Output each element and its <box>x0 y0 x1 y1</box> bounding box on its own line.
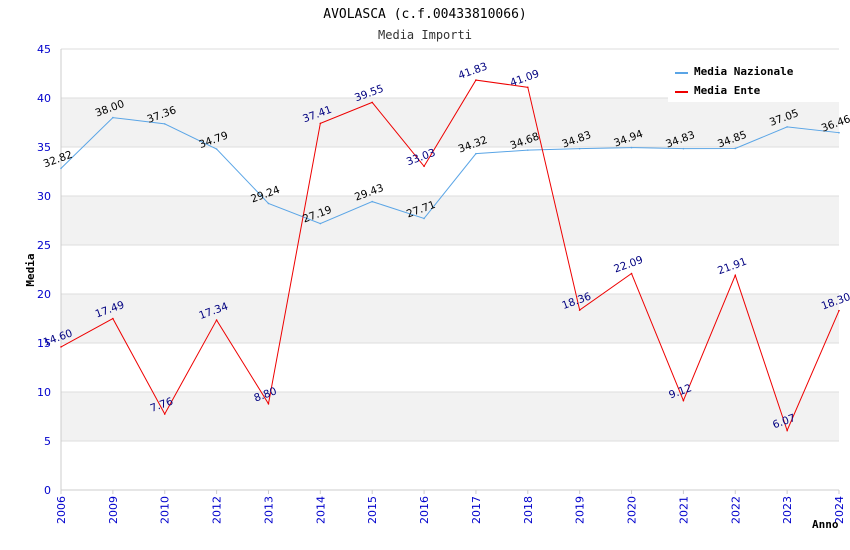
chart-title: AVOLASCA (c.f.00433810066) <box>323 7 527 22</box>
y-tick-label: 25 <box>37 239 51 252</box>
background-bands <box>61 98 839 441</box>
y-tick-label: 10 <box>37 386 51 399</box>
x-tick-label: 2023 <box>781 496 794 524</box>
chart-subtitle: Media Importi <box>378 28 472 42</box>
background-band <box>61 392 839 441</box>
data-label: 14.60 <box>42 327 74 349</box>
x-tick-label: 2018 <box>522 496 535 524</box>
y-tick-label: 45 <box>37 43 51 56</box>
data-point <box>527 86 529 89</box>
y-tick-label: 5 <box>44 435 51 448</box>
data-point <box>682 399 685 402</box>
data-point <box>630 272 633 275</box>
data-point <box>578 309 581 311</box>
x-tick-label: 2021 <box>677 496 690 524</box>
x-tick-label: 2012 <box>211 496 224 524</box>
data-point <box>630 146 633 149</box>
x-tick-label: 2009 <box>107 496 120 524</box>
data-point <box>475 152 477 155</box>
data-point <box>267 202 270 205</box>
data-point <box>267 402 270 405</box>
legend-label-media-nazionale: Media Nazionale <box>694 65 794 78</box>
x-tick-label: 2010 <box>159 496 172 524</box>
data-point <box>215 148 218 150</box>
data-point <box>371 101 374 104</box>
background-band <box>61 196 839 245</box>
y-tick-label: 20 <box>37 288 51 301</box>
data-point <box>682 147 685 150</box>
data-point <box>112 116 114 119</box>
series-line-media-nazionale <box>60 117 840 225</box>
x-tick-label: 2006 <box>55 496 68 524</box>
series-line-media-ente <box>60 79 840 432</box>
x-axis-label: Anno <box>812 518 839 531</box>
legend: Media Nazionale Media Ente <box>668 60 840 102</box>
x-tick-labels: 2006 2009 2010 2012 2013 2014 2015 2016 2017 2018… <box>55 496 846 524</box>
data-point <box>60 167 62 170</box>
y-axis-label: Media <box>24 253 37 286</box>
legend-box <box>668 60 840 102</box>
data-label: 41.83 <box>457 60 489 82</box>
background-band <box>61 294 839 343</box>
data-point <box>163 123 166 125</box>
data-label: 21.91 <box>716 256 748 278</box>
x-tick-label: 2020 <box>626 496 639 524</box>
data-point <box>578 147 581 150</box>
data-point <box>527 149 529 151</box>
y-tick-label: 35 <box>37 141 51 154</box>
data-label: 22.09 <box>612 254 644 276</box>
x-tick-label: 2017 <box>470 496 483 524</box>
x-tick-label: 2013 <box>262 496 275 524</box>
series-lines <box>60 79 840 432</box>
data-point <box>163 413 166 415</box>
data-point <box>423 217 425 220</box>
data-point <box>786 126 788 128</box>
x-tick-label: 2022 <box>729 496 742 524</box>
axes <box>60 49 840 494</box>
data-point <box>319 122 322 125</box>
data-point <box>319 222 322 225</box>
y-tick-label: 15 <box>37 337 51 350</box>
data-point <box>838 131 840 134</box>
data-label: 33.03 <box>405 147 437 169</box>
x-tick-label: 2024 <box>833 496 846 524</box>
data-point <box>786 429 788 432</box>
data-point <box>838 309 840 312</box>
data-point <box>423 165 425 168</box>
x-tick-label: 2019 <box>574 496 587 524</box>
legend-label-media-ente: Media Ente <box>694 84 761 97</box>
x-tick-label: 2014 <box>314 496 327 524</box>
data-label: 41.09 <box>509 68 541 90</box>
y-tick-label: 30 <box>37 190 51 203</box>
y-tick-label: 0 <box>44 484 51 497</box>
data-point <box>371 200 374 203</box>
data-point <box>112 317 114 320</box>
data-point <box>60 346 62 348</box>
y-tick-labels: 0 5 10 15 20 25 30 35 40 45 <box>37 43 51 497</box>
data-point <box>215 319 218 321</box>
x-tick-label: 2015 <box>366 496 379 524</box>
y-tick-label: 40 <box>37 92 51 105</box>
data-point <box>734 274 737 277</box>
x-tick-label: 2016 <box>418 496 431 524</box>
data-point <box>734 147 737 150</box>
data-point <box>475 79 477 81</box>
